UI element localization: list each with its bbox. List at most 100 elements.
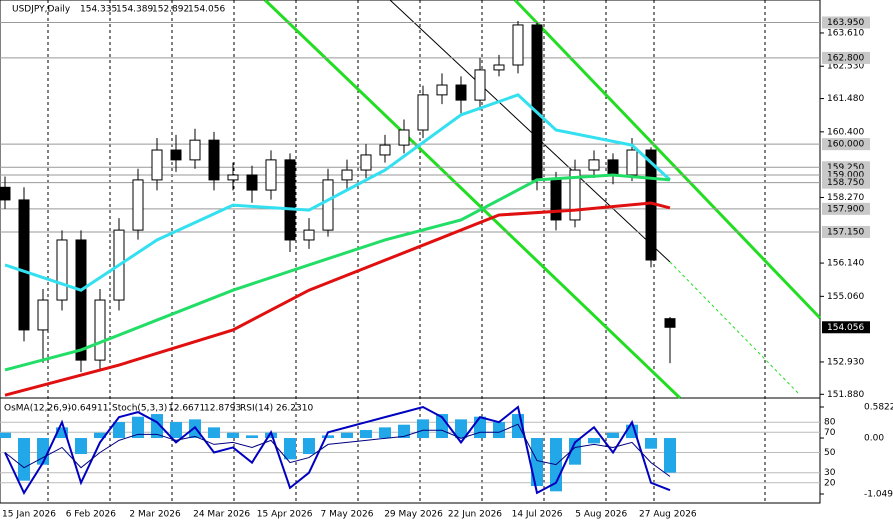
osma-bar [341, 432, 353, 439]
x-tick-label: 22 Jun 2026 [448, 510, 502, 520]
candle-body [189, 139, 201, 161]
candle-body [607, 159, 619, 176]
y3-tick-label: 50 [824, 448, 836, 458]
level-box [822, 176, 870, 189]
candle-body [37, 299, 49, 331]
level-label: 157.900 [827, 204, 864, 214]
candle-body [132, 179, 144, 231]
level-box [822, 202, 870, 215]
level-label: 160.000 [827, 140, 864, 150]
candle-body [75, 239, 87, 361]
candle-body [398, 129, 410, 146]
candle-body [436, 84, 448, 96]
candle-body [360, 154, 372, 171]
plot-frame [0, 0, 821, 504]
rsi-label: RSI(14) 26.2310 [240, 404, 313, 414]
y-tick-label: 156.140 [827, 259, 864, 269]
x-tick-label: 15 Jan 2026 [2, 510, 56, 520]
rsi-line [4, 423, 671, 477]
x-tick-label: 14 Jul 2026 [512, 510, 563, 520]
x-tick-label: 27 Aug 2026 [639, 510, 697, 520]
x-tick-label: 29 May 2026 [384, 510, 443, 520]
osma-bar [417, 419, 429, 439]
candle-body [417, 94, 429, 131]
stoch-value: 12.6671 [168, 404, 205, 414]
candle-body [569, 169, 581, 221]
osma-bar [0, 432, 11, 439]
moving-average [4, 173, 671, 372]
osma-bar [303, 438, 315, 455]
osma-bar [246, 435, 258, 439]
stoch-line [4, 405, 671, 495]
y2-tick-label: -1.04994 [864, 490, 893, 500]
osma-bar [18, 438, 30, 481]
level-box [822, 16, 870, 29]
osma-bar [588, 438, 600, 444]
level-label: 157.150 [827, 227, 864, 237]
candle-body [588, 159, 600, 171]
stoch-signal: 12.8793 [204, 404, 241, 414]
header-high: 154.389 [116, 5, 153, 15]
candle-body [208, 139, 220, 181]
candle-body [531, 24, 543, 181]
stoch-name: Stoch(5,3,3) [112, 404, 167, 414]
x-tick-label: 6 Feb 2026 [66, 510, 117, 520]
osma-bar [132, 416, 144, 439]
y-tick-label: 160.400 [827, 127, 864, 137]
y-tick-label: 163.610 [827, 28, 864, 38]
candle-body [246, 174, 258, 191]
candle-body [94, 299, 106, 361]
level-label: 163.950 [827, 18, 864, 28]
level-box [822, 225, 870, 238]
candle-body [0, 186, 11, 201]
y3-tick-label: 70 [824, 428, 836, 438]
price-box [822, 321, 870, 334]
osma-bar [113, 422, 125, 439]
osma-value: -0.64911 [68, 404, 108, 414]
candle-body [512, 24, 524, 66]
candle-body [626, 149, 638, 176]
osma-bar [94, 432, 106, 439]
trend-lines [263, 0, 822, 400]
level-box [822, 138, 870, 151]
level-box [822, 51, 870, 64]
moving-average [4, 201, 671, 397]
osma-bar [455, 419, 467, 439]
y-tick-label: 155.060 [827, 292, 864, 302]
candle-body [322, 179, 334, 231]
osma-bar [208, 427, 220, 439]
candle-body [493, 64, 505, 71]
candle-body [474, 69, 486, 101]
osma-name: OsMA(12,26,9) [4, 404, 71, 414]
x-tick-label: 7 May 2026 [321, 510, 374, 520]
y2-tick-label: 0.5822 [864, 403, 893, 413]
x-tick-label: 5 Aug 2026 [575, 510, 627, 520]
osma-bar [645, 438, 657, 449]
y2-tick-label: 0.00 [864, 434, 884, 444]
candle-body [170, 149, 182, 161]
osma-bar [664, 438, 676, 473]
level-label: 162.800 [827, 53, 864, 63]
candle-body [455, 84, 467, 101]
y3-tick-label: 30 [824, 468, 836, 478]
x-tick-label: 2 Mar 2026 [129, 510, 181, 520]
level-label: 159.250 [827, 163, 864, 173]
y-tick-label: 151.880 [827, 390, 864, 400]
osma-bar [379, 427, 391, 439]
candle-body [379, 144, 391, 156]
level-label: 158.750 [827, 178, 864, 188]
x-tick-label: 15 Apr 2026 [257, 510, 313, 520]
candle-body [18, 199, 30, 331]
osma-bar [360, 430, 372, 439]
osma-bar [493, 422, 505, 439]
osma-bar [607, 432, 619, 439]
candle-body [265, 159, 277, 191]
candle-body [227, 174, 239, 181]
header-close: 154.056 [188, 5, 225, 15]
osma-bar [398, 424, 410, 439]
level-label: 159.000 [827, 170, 864, 180]
y-tick-label: 162.530 [827, 62, 864, 72]
x-tick-label: 24 Mar 2026 [193, 510, 250, 520]
osma-bar [227, 432, 239, 439]
